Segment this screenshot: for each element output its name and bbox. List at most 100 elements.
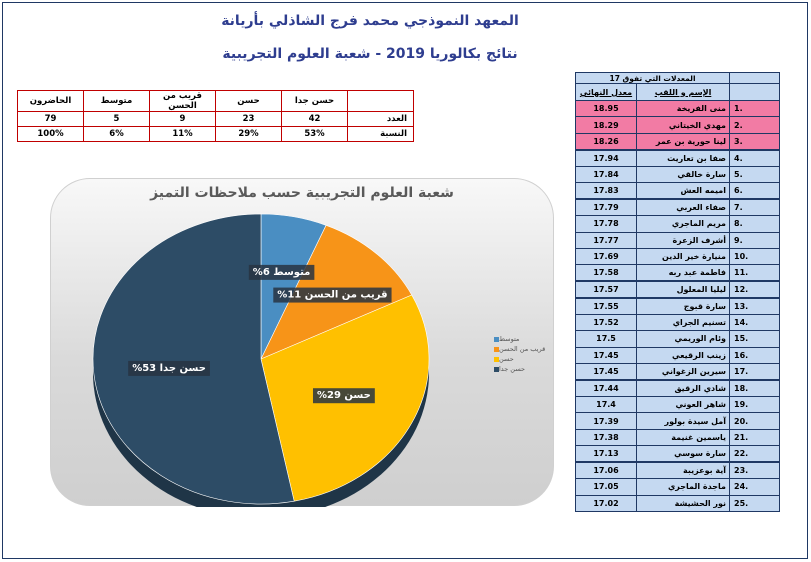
ranking-score: 17.58 [575,264,637,282]
ranking-table: المعدلات التي تفوق 17 معدل النهائي الإسم… [575,72,780,512]
ranking-row: 17.69 منيارة خير الدين 10. [575,247,780,266]
ranking-name: زينب الرقيعي [636,346,730,365]
ranking-caption-row: المعدلات التي تفوق 17 [575,72,780,84]
stats-cell: 23 [215,111,282,127]
ranking-name: سارة خالقي [636,165,730,184]
svg-text:حسن جدا 53%: حسن جدا 53% [132,363,206,374]
svg-text:متوسط 6%: متوسط 6% [253,267,311,278]
ranking-rank: 14. [729,313,780,332]
pie-chart: متوسط 6% قريب من الحسن 11% حسن 29% حسن جدا … [92,213,430,507]
ranking-caption: المعدلات التي تفوق 17 [575,72,730,84]
ranking-row: 17.05 ماجدة الماجري 24. [575,478,780,496]
ranking-name: اميمه العش [636,182,730,200]
stats-header-row: الحاضرون متوسط قريب من الحسن حسن حسن جدا [17,90,414,112]
chart-title: شعبة العلوم التجريبية حسب ملاحظات التميز [150,185,454,201]
pie-slice-label: حسن جدا 53% [128,360,210,376]
stats-header-cell: الحاضرون [17,90,84,112]
stats-header-cell [347,90,414,112]
ranking-rank: 20. [729,412,780,430]
stats-row-label: النسبة [347,126,414,142]
stats-row-count: 79 5 9 23 42 العدد [17,111,414,127]
ranking-row: 17.44 شادي الرقيق 18. [575,378,780,397]
ranking-name: منيارة خير الدين [636,247,730,266]
ranking-row: 17.78 مريم الماجري 8. [575,215,780,233]
ranking-score: 18.29 [575,116,637,134]
legend-label: قريب من الحسن [499,345,546,353]
stats-header-cell: قريب من الحسن [149,90,216,112]
legend-label: حسن جدا [499,365,526,373]
ranking-row: 17.4 شاهر العوني 19. [575,395,780,414]
legend-item: قريب من الحسن [491,344,545,354]
ranking-rank: 23. [729,461,780,480]
ranking-rank: 18. [729,378,780,397]
legend-swatch [494,356,499,362]
stats-cell: 42 [281,111,348,127]
ranking-row: 17.79 صفاء العربي 7. [575,198,780,217]
ranking-score: 17.44 [575,378,637,397]
ranking-rank: 15. [729,330,780,348]
ranking-header-row: معدل النهائي الإسم و اللقب [575,83,780,101]
ranking-rank: 17. [729,362,780,381]
ranking-score: 17.55 [575,296,637,315]
ranking-row: 17.57 ليليا المعلول 12. [575,280,780,299]
ranking-score: 17.69 [575,247,637,266]
ranking-rank: 16. [729,346,780,365]
stats-cell: 100% [17,126,84,142]
stats-row-percent: 100% 6% 11% 29% 53% النسبة [17,126,414,142]
ranking-caption-spacer [729,72,780,84]
stats-cell: 5 [83,111,150,127]
ranking-name: سارة سوسي [636,445,730,463]
ranking-name: نور الحشيشة [636,494,730,512]
ranking-row: 17.83 اميمه العش 6. [575,182,780,200]
ranking-col-name: الإسم و اللقب [636,83,730,101]
pie-slice-label: قريب من الحسن 11% [273,287,392,303]
stats-cell: 6% [83,126,150,142]
ranking-score: 17.79 [575,198,637,217]
ranking-rank: 3. [729,132,780,151]
ranking-name: آمل سيدة بولور [636,412,730,430]
ranking-name: شادي الرقيق [636,378,730,397]
ranking-rank: 8. [729,215,780,233]
legend-item: حسن جدا [491,364,545,374]
legend-swatch [494,366,499,372]
ranking-score: 17.84 [575,165,637,184]
ranking-col-score: معدل النهائي [575,83,637,101]
ranking-score: 17.52 [575,313,637,332]
ranking-score: 17.45 [575,346,637,365]
ranking-name: مهدي الخيتاني [636,116,730,134]
chart-legend: متوسط قريب من الحسن حسن حسن جدا [491,334,545,374]
legend-label: متوسط [499,335,520,343]
stats-table: الحاضرون متوسط قريب من الحسن حسن حسن جدا… [17,90,414,142]
ranking-rank: 12. [729,280,780,299]
ranking-name: سيرين الزغواني [636,362,730,381]
ranking-score: 17.5 [575,330,637,348]
ranking-rank: 22. [729,445,780,463]
stats-cell: 9 [149,111,216,127]
stats-cell: 29% [215,126,282,142]
ranking-row: 17.02 نور الحشيشة 25. [575,494,780,512]
stats-cell: 79 [17,111,84,127]
ranking-name: منى الفريخة [636,99,730,118]
ranking-rank: 25. [729,494,780,512]
ranking-row: 17.55 سارة قبوج 13. [575,296,780,315]
pie-slice-label: متوسط 6% [248,264,315,280]
ranking-score: 17.39 [575,412,637,430]
ranking-score: 17.13 [575,445,637,463]
page-subtitle: نتائج بكالوريا 2019 - شعبة العلوم التجري… [222,46,518,62]
ranking-row: 17.5 وئام الوريمي 15. [575,330,780,348]
ranking-row: 17.45 سيرين الزغواني 17. [575,362,780,381]
ranking-rank: 5. [729,165,780,184]
ranking-rank: 9. [729,231,780,249]
ranking-name: تسنيم الجراي [636,313,730,332]
ranking-name: صفا بن تعاريت [636,148,730,167]
pie-chart-panel: شعبة العلوم التجريبية حسب ملاحظات التميز… [50,178,554,507]
ranking-name: أشرف الزعرة [636,231,730,249]
ranking-rank: 11. [729,264,780,282]
ranking-name: صفاء العربي [636,198,730,217]
stats-cell: 11% [149,126,216,142]
ranking-name: ليليا المعلول [636,280,730,299]
ranking-rank: 24. [729,478,780,496]
ranking-row: 17.52 تسنيم الجراي 14. [575,313,780,332]
ranking-name: شاهر العوني [636,395,730,414]
ranking-rank: 21. [729,428,780,447]
